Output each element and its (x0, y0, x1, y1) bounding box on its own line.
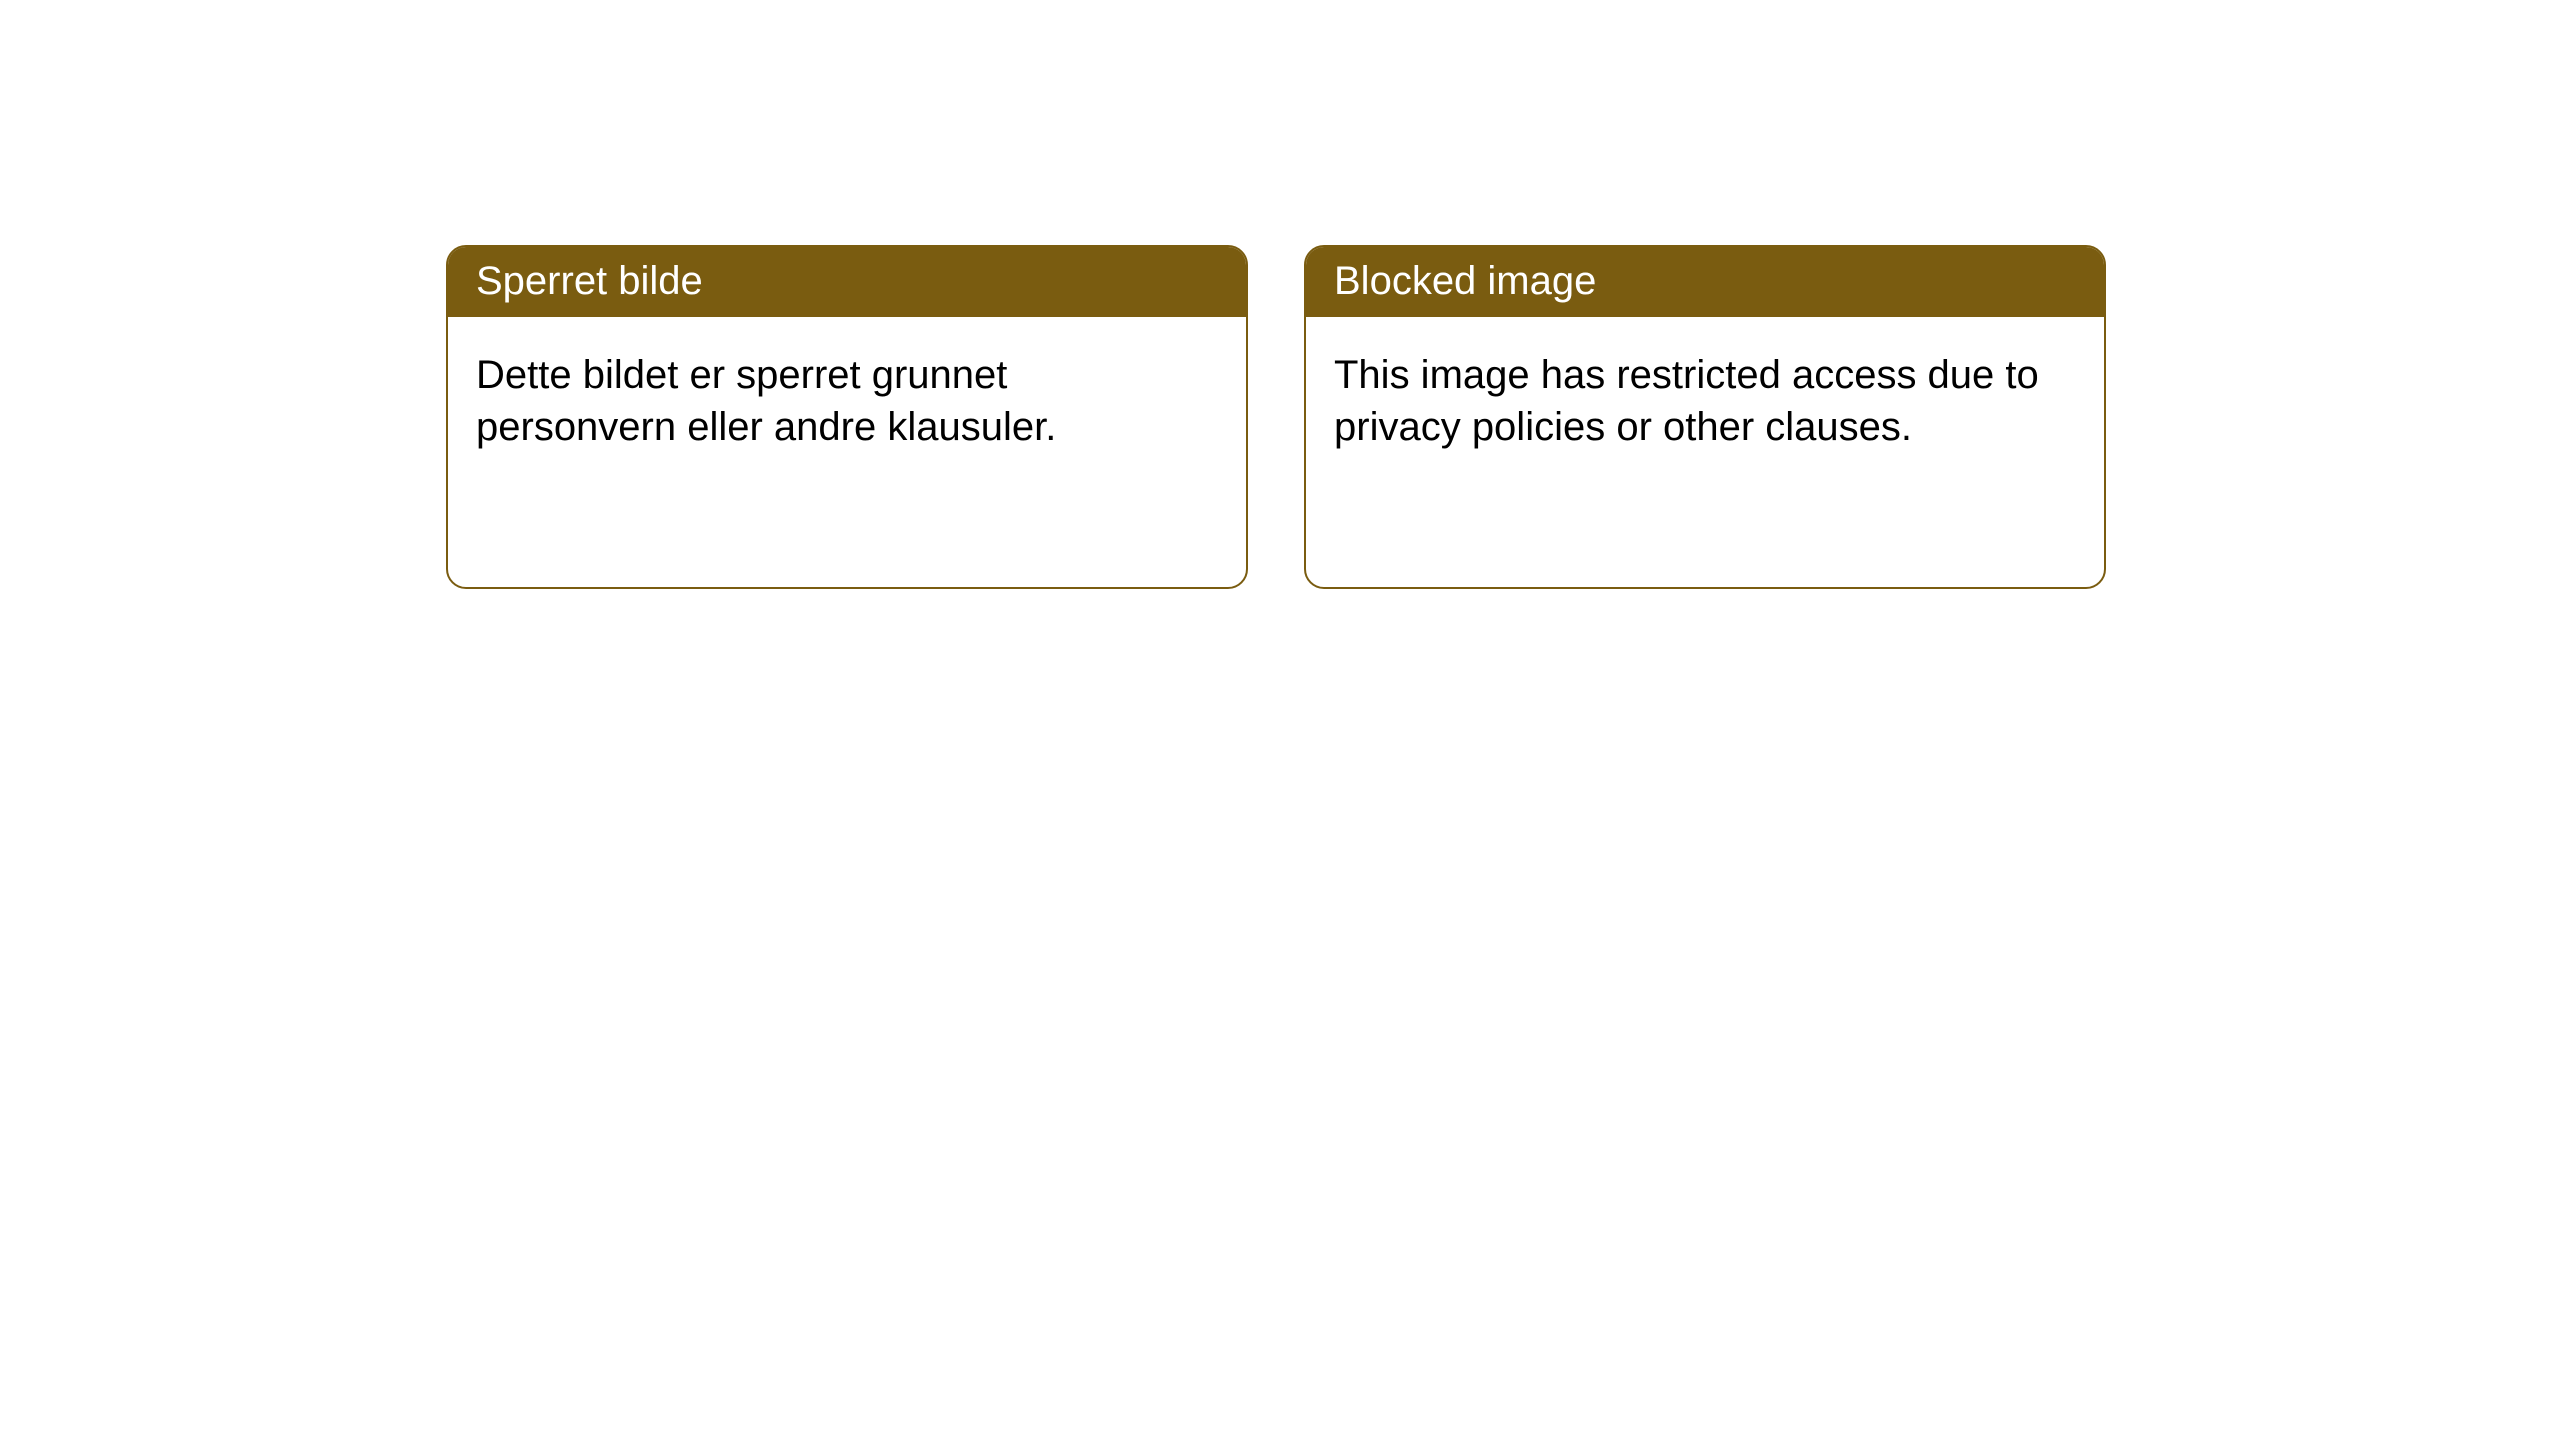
card-body: Dette bildet er sperret grunnet personve… (448, 317, 1246, 587)
card-message: Dette bildet er sperret grunnet personve… (476, 353, 1056, 449)
card-title: Blocked image (1334, 259, 1596, 303)
card-body: This image has restricted access due to … (1306, 317, 2104, 587)
notice-container: Sperret bilde Dette bildet er sperret gr… (0, 0, 2560, 589)
notice-card-norwegian: Sperret bilde Dette bildet er sperret gr… (446, 245, 1248, 589)
card-header: Blocked image (1306, 247, 2104, 317)
notice-card-english: Blocked image This image has restricted … (1304, 245, 2106, 589)
card-title: Sperret bilde (476, 259, 703, 303)
card-message: This image has restricted access due to … (1334, 353, 2039, 449)
card-header: Sperret bilde (448, 247, 1246, 317)
